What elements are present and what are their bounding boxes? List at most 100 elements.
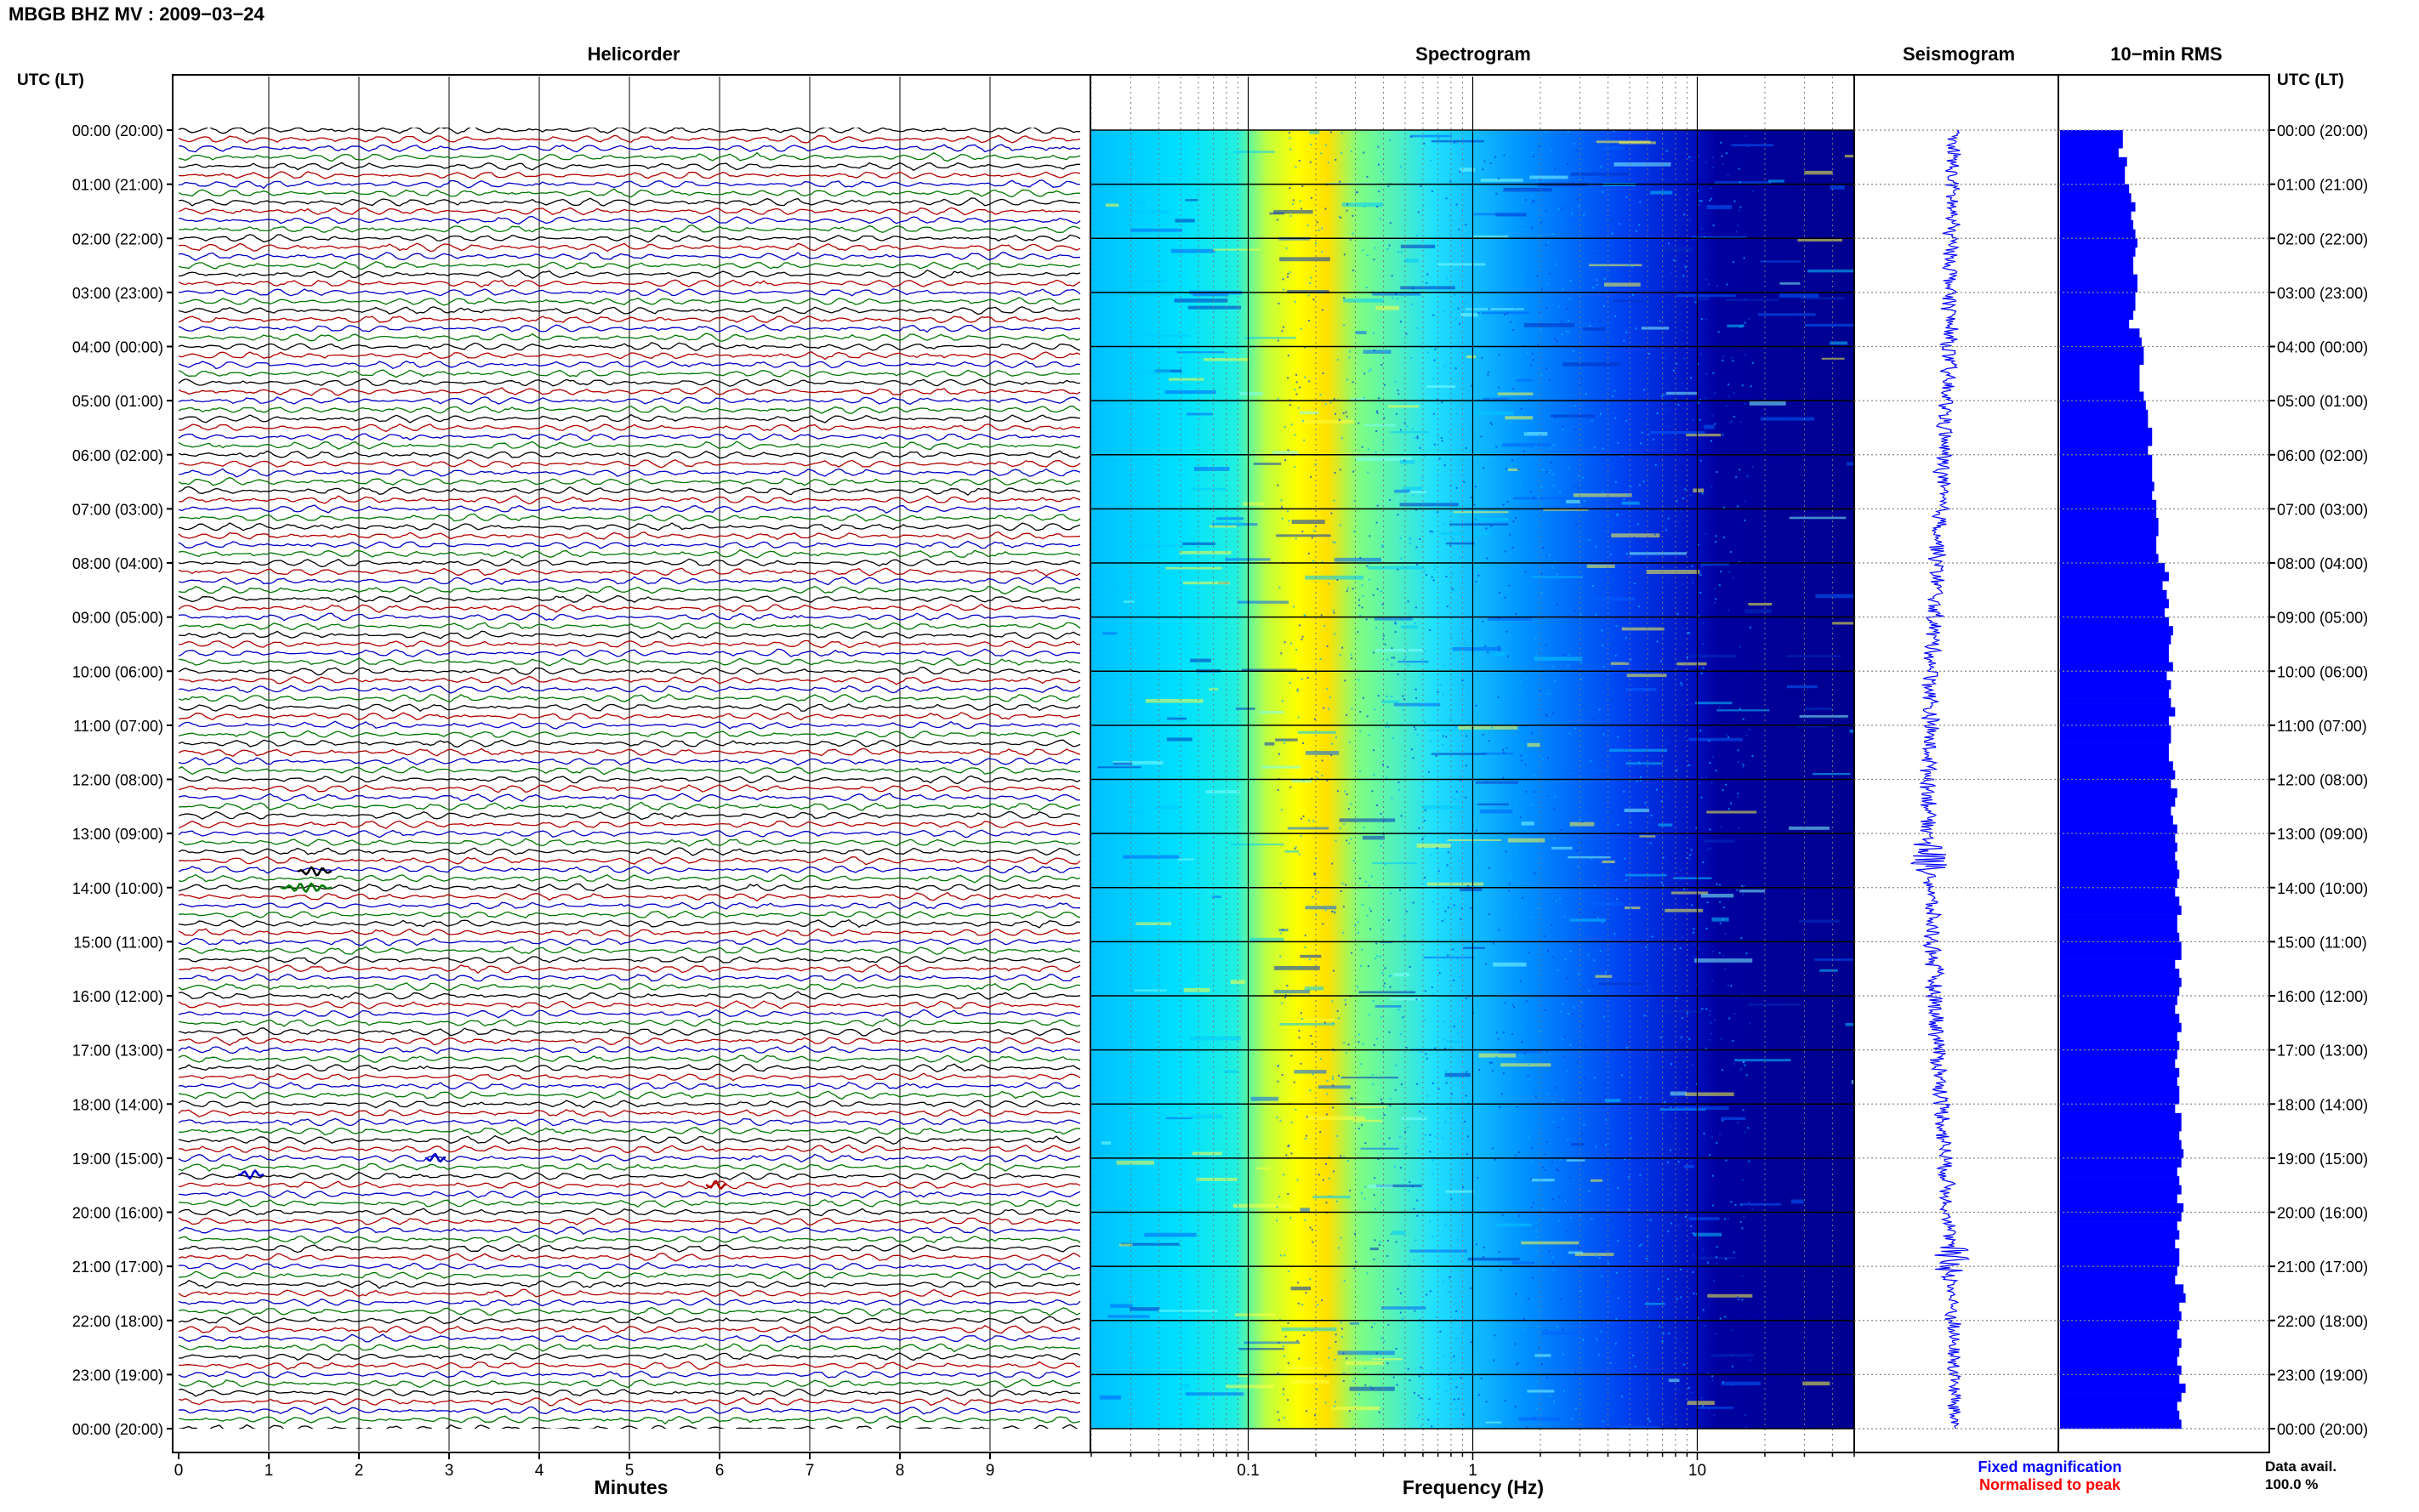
spectrogram-speckle <box>1708 739 1710 742</box>
spectrogram-speckle <box>1724 1218 1727 1220</box>
spectrogram-streak <box>1602 146 1625 150</box>
spectrogram-speckle <box>1362 1043 1364 1045</box>
spectrogram-streak <box>1721 1381 1762 1386</box>
spectrogram-streak <box>1437 263 1486 266</box>
spectrogram-speckle <box>1700 200 1703 202</box>
spectrogram-speckle <box>1463 640 1466 643</box>
spectrogram-speckle <box>1557 1126 1560 1128</box>
spectrogram-speckle <box>1431 1082 1434 1084</box>
spectrogram-speckle <box>1716 285 1718 287</box>
spectrogram-speckle <box>1435 754 1437 757</box>
spectrogram-speckle <box>1437 1088 1440 1090</box>
spectrogram-speckle <box>1533 1385 1535 1388</box>
spectrogram-speckle <box>1721 155 1723 157</box>
spectrogram-speckle <box>1682 888 1685 890</box>
spectrogram-speckle <box>1545 244 1548 247</box>
spectrogram-speckle <box>1296 1339 1299 1342</box>
spectrogram-speckle <box>1395 622 1397 625</box>
spectrogram-streak <box>1409 134 1452 138</box>
helicorder-x-tick-label: 4 <box>535 1462 544 1480</box>
spectrogram-streak <box>1304 986 1324 991</box>
spectrogram-speckle <box>1340 1336 1343 1339</box>
spectrogram-speckle <box>1559 897 1562 900</box>
spectrogram-streak <box>1851 1080 1855 1084</box>
helicorder-trace <box>178 756 1081 766</box>
spectrogram-speckle <box>1751 361 1754 364</box>
spectrogram-speckle <box>1391 647 1393 650</box>
rms-bar <box>2060 689 2169 699</box>
spectrogram-speckle <box>1306 1116 1308 1118</box>
spectrogram-speckle <box>1333 1049 1335 1052</box>
spectrogram-speckle <box>1276 1219 1278 1222</box>
rms-bar <box>2060 969 2180 979</box>
spectrogram-speckle <box>1598 1257 1601 1259</box>
spectrogram-speckle <box>1434 1316 1437 1318</box>
spectrogram-speckle <box>1389 986 1392 988</box>
spectrogram-speckle <box>1714 392 1716 395</box>
spectrogram-speckle <box>1444 1047 1447 1049</box>
spectrogram-speckle <box>1671 1222 1673 1225</box>
spectrogram-speckle <box>1333 969 1335 972</box>
spectrogram-speckle <box>1602 733 1605 736</box>
spectrogram-speckle <box>1446 864 1449 867</box>
spectrogram-speckle <box>1397 788 1400 791</box>
helicorder-trace <box>178 378 1081 387</box>
spectrogram-speckle <box>1471 384 1473 387</box>
spectrogram-speckle <box>1513 1005 1516 1008</box>
spectrogram-speckle <box>1531 916 1534 918</box>
helicorder-trace <box>179 1072 1081 1082</box>
spectrogram-speckle <box>1485 1206 1488 1208</box>
spectrogram-speckle <box>1485 963 1488 965</box>
spectrogram-speckle <box>1368 1014 1370 1016</box>
spectrogram-speckle <box>1331 742 1334 745</box>
spectrogram-speckle <box>1294 300 1296 303</box>
spectrogram-streak <box>1167 717 1187 720</box>
helicorder-trace <box>178 306 1081 315</box>
spectrogram-speckle <box>1352 232 1354 235</box>
helicorder-trace <box>178 1288 1081 1298</box>
spectrogram-speckle <box>1277 1373 1279 1375</box>
spectrogram-speckle <box>1381 972 1384 975</box>
spectrogram-streak <box>1399 459 1415 464</box>
spectrogram-speckle <box>1519 816 1522 818</box>
spectrogram-speckle <box>1630 193 1632 196</box>
rms-bar <box>2060 1059 2176 1069</box>
spectrogram-speckle <box>1465 1019 1467 1021</box>
spectrogram-speckle <box>1650 1066 1653 1068</box>
spectrogram-streak <box>1273 210 1313 214</box>
spectrogram-speckle <box>1522 690 1524 692</box>
spectrogram-speckle <box>1344 790 1346 793</box>
spectrogram-streak <box>1610 662 1629 665</box>
spectrogram-speckle <box>1296 1282 1299 1284</box>
spectrogram-speckle <box>1482 733 1484 736</box>
spectrogram-speckle <box>1681 1158 1683 1161</box>
spectrogram-speckle <box>1586 995 1589 998</box>
spectrogram-speckle <box>1415 546 1418 549</box>
spectrogram-speckle <box>1299 966 1301 969</box>
spectrogram-speckle <box>1394 380 1397 383</box>
spectrogram-speckle <box>1692 1232 1694 1235</box>
spectrogram-speckle <box>1314 671 1317 674</box>
spectrogram-speckle <box>1320 614 1323 617</box>
spectrogram-speckle <box>1335 158 1337 161</box>
spectrogram-speckle <box>1490 776 1493 778</box>
spectrogram-speckle <box>1457 522 1460 525</box>
spectrogram-streak <box>1279 1022 1335 1026</box>
spectrogram-speckle <box>1746 145 1749 148</box>
spectrogram-speckle <box>1625 196 1628 198</box>
spectrogram-speckle <box>1482 168 1484 171</box>
spectrogram-speckle <box>1397 568 1399 571</box>
spectrogram-speckle <box>1588 539 1591 542</box>
spectrogram-speckle <box>1478 1394 1481 1396</box>
spectrogram-speckle <box>1658 1064 1660 1066</box>
spectrogram-speckle <box>1743 257 1745 259</box>
spectrogram-streak <box>1768 179 1784 183</box>
spectrogram-speckle <box>1363 372 1366 375</box>
spectrogram-speckle <box>1494 457 1497 459</box>
spectrogram-speckle <box>1534 1095 1537 1098</box>
spectrogram-speckle <box>1663 402 1665 405</box>
spectrogram-speckle <box>1421 476 1424 479</box>
spectrogram-speckle <box>1668 952 1671 954</box>
spectrogram-speckle <box>1437 511 1439 514</box>
spectrogram-speckle <box>1465 224 1467 226</box>
